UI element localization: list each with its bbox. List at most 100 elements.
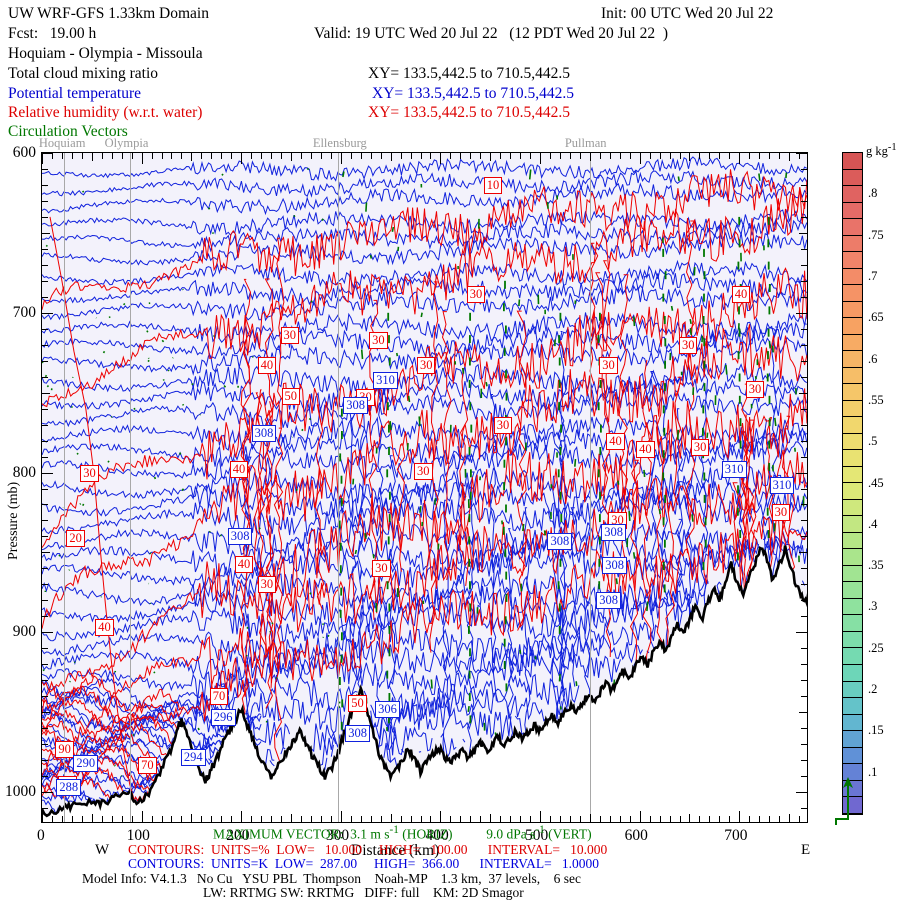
x-tick-720 <box>759 816 761 822</box>
x-tick-top-750 <box>789 153 791 161</box>
y-tick-right-900 <box>796 632 807 634</box>
x-tick-top-410 <box>450 153 452 159</box>
y-tick-910 <box>42 648 48 650</box>
colorbar-label-p45: .45 <box>868 475 884 490</box>
contour-label-rh-30: 30 <box>466 285 486 303</box>
x-tick-top-110 <box>151 153 153 159</box>
y-tick-1010 <box>42 808 48 810</box>
colorbar-cell <box>843 235 862 253</box>
contour-label-theta-310: 310 <box>769 477 795 495</box>
colorbar-cell <box>843 252 862 269</box>
y-tick-670 <box>42 264 48 266</box>
x-tick-top-0 <box>42 153 43 164</box>
cloud-mixing-ratio-colorbar[interactable] <box>842 152 863 815</box>
x-tick-80 <box>121 816 123 822</box>
x-tick-190 <box>231 816 233 822</box>
x-tick-520 <box>559 816 561 822</box>
contour-label-theta-290: 290 <box>73 755 99 773</box>
x-tick-540 <box>579 816 581 822</box>
x-tick-label-0: 0 <box>37 827 45 844</box>
colorbar-cell <box>843 318 862 335</box>
y-tick-right-680 <box>801 280 807 282</box>
x-tick-610 <box>649 816 651 822</box>
y-tick-right-740 <box>801 376 807 378</box>
x-tick-top-160 <box>201 153 203 159</box>
x-tick-top-610 <box>649 153 651 159</box>
x-tick-740 <box>779 816 781 822</box>
y-tick-770 <box>42 424 48 426</box>
colorbar-cell <box>843 499 862 517</box>
y-tick-950 <box>42 712 50 714</box>
x-tick-300 <box>340 811 342 822</box>
x-tick-top-180 <box>221 153 223 159</box>
y-tick-right-600 <box>796 153 807 154</box>
y-tick-720 <box>42 344 48 346</box>
y-tick-right-1000 <box>796 792 807 794</box>
colorbar-units: g kg <box>866 144 888 159</box>
x-tick-top-600 <box>639 153 641 164</box>
x-tick-top-340 <box>380 153 382 159</box>
y-tick-right-830 <box>801 520 807 522</box>
y-tick-750 <box>42 392 50 394</box>
x-tick-390 <box>430 816 432 822</box>
x-tick-750 <box>789 814 791 822</box>
x-tick-top-630 <box>669 153 671 159</box>
colorbar-title: g kg-1 <box>866 142 897 159</box>
x-tick-top-680 <box>719 153 721 159</box>
contour-label-rh-30: 30 <box>771 504 791 522</box>
x-tick-top-80 <box>121 153 123 159</box>
contour-label-rh-30: 30 <box>678 336 698 354</box>
x-tick-top-240 <box>281 153 283 159</box>
colorbar-cell <box>843 219 862 236</box>
colorbar-cell <box>843 400 862 418</box>
x-tick-600 <box>639 811 641 822</box>
x-tick-top-90 <box>131 153 133 159</box>
y-tick-label-1000: 1000 <box>5 783 36 801</box>
x-tick-170 <box>211 816 213 822</box>
contour-label-rh-30: 30 <box>599 357 618 375</box>
x-tick-580 <box>619 816 621 822</box>
x-tick-590 <box>629 816 631 822</box>
model-configuration-info: Model Info: V4.1.3 No Cu YSU PBL Thompso… <box>82 871 581 886</box>
x-tick-top-140 <box>181 153 183 159</box>
y-tick-right-910 <box>801 648 807 650</box>
colorbar-cell <box>843 648 862 665</box>
colorbar-label-p15: .15 <box>868 723 884 738</box>
y-tick-right-630 <box>801 200 807 202</box>
x-tick-top-300 <box>340 153 342 164</box>
x-tick-270 <box>310 816 312 822</box>
x-tick-660 <box>699 816 701 822</box>
y-tick-780 <box>42 440 48 442</box>
y-tick-620 <box>42 184 48 186</box>
x-tick-490 <box>530 816 532 822</box>
x-tick-400 <box>440 811 442 822</box>
x-tick-0 <box>42 811 43 822</box>
contour-label-theta-308: 308 <box>602 557 627 575</box>
y-axis-title: Pressure (mb) <box>6 481 21 560</box>
colorbar-label-p7: .7 <box>868 268 878 283</box>
x-tick-top-350 <box>390 153 392 161</box>
maximum-vector-info: MAXIMUM VECTOR: 3.1 m s-1 (HORIZ) 9.0 dP… <box>213 824 592 841</box>
x-tick-top-370 <box>410 153 412 159</box>
contour-label-rh-40: 40 <box>95 619 114 637</box>
x-tick-700 <box>739 811 741 822</box>
x-tick-480 <box>520 816 522 822</box>
colorbar-cell <box>843 186 862 203</box>
y-tick-990 <box>42 776 48 778</box>
contour-label-theta-308: 308 <box>251 424 277 442</box>
y-tick-right-650 <box>799 232 807 234</box>
x-tick-top-430 <box>470 153 472 159</box>
colorbar-cell <box>843 285 862 302</box>
x-tick-140 <box>181 816 183 822</box>
x-tick-160 <box>201 816 203 822</box>
y-tick-870 <box>42 584 48 586</box>
colorbar-cell <box>843 433 862 451</box>
y-tick-right-810 <box>801 488 807 490</box>
x-tick-top-220 <box>261 153 263 159</box>
field-label-potential-temperature: Potential temperature <box>8 85 141 102</box>
x-tick-top-710 <box>749 153 751 159</box>
colorbar-cell <box>843 367 862 385</box>
x-tick-top-330 <box>370 153 372 159</box>
y-tick-label-900: 900 <box>12 623 36 641</box>
